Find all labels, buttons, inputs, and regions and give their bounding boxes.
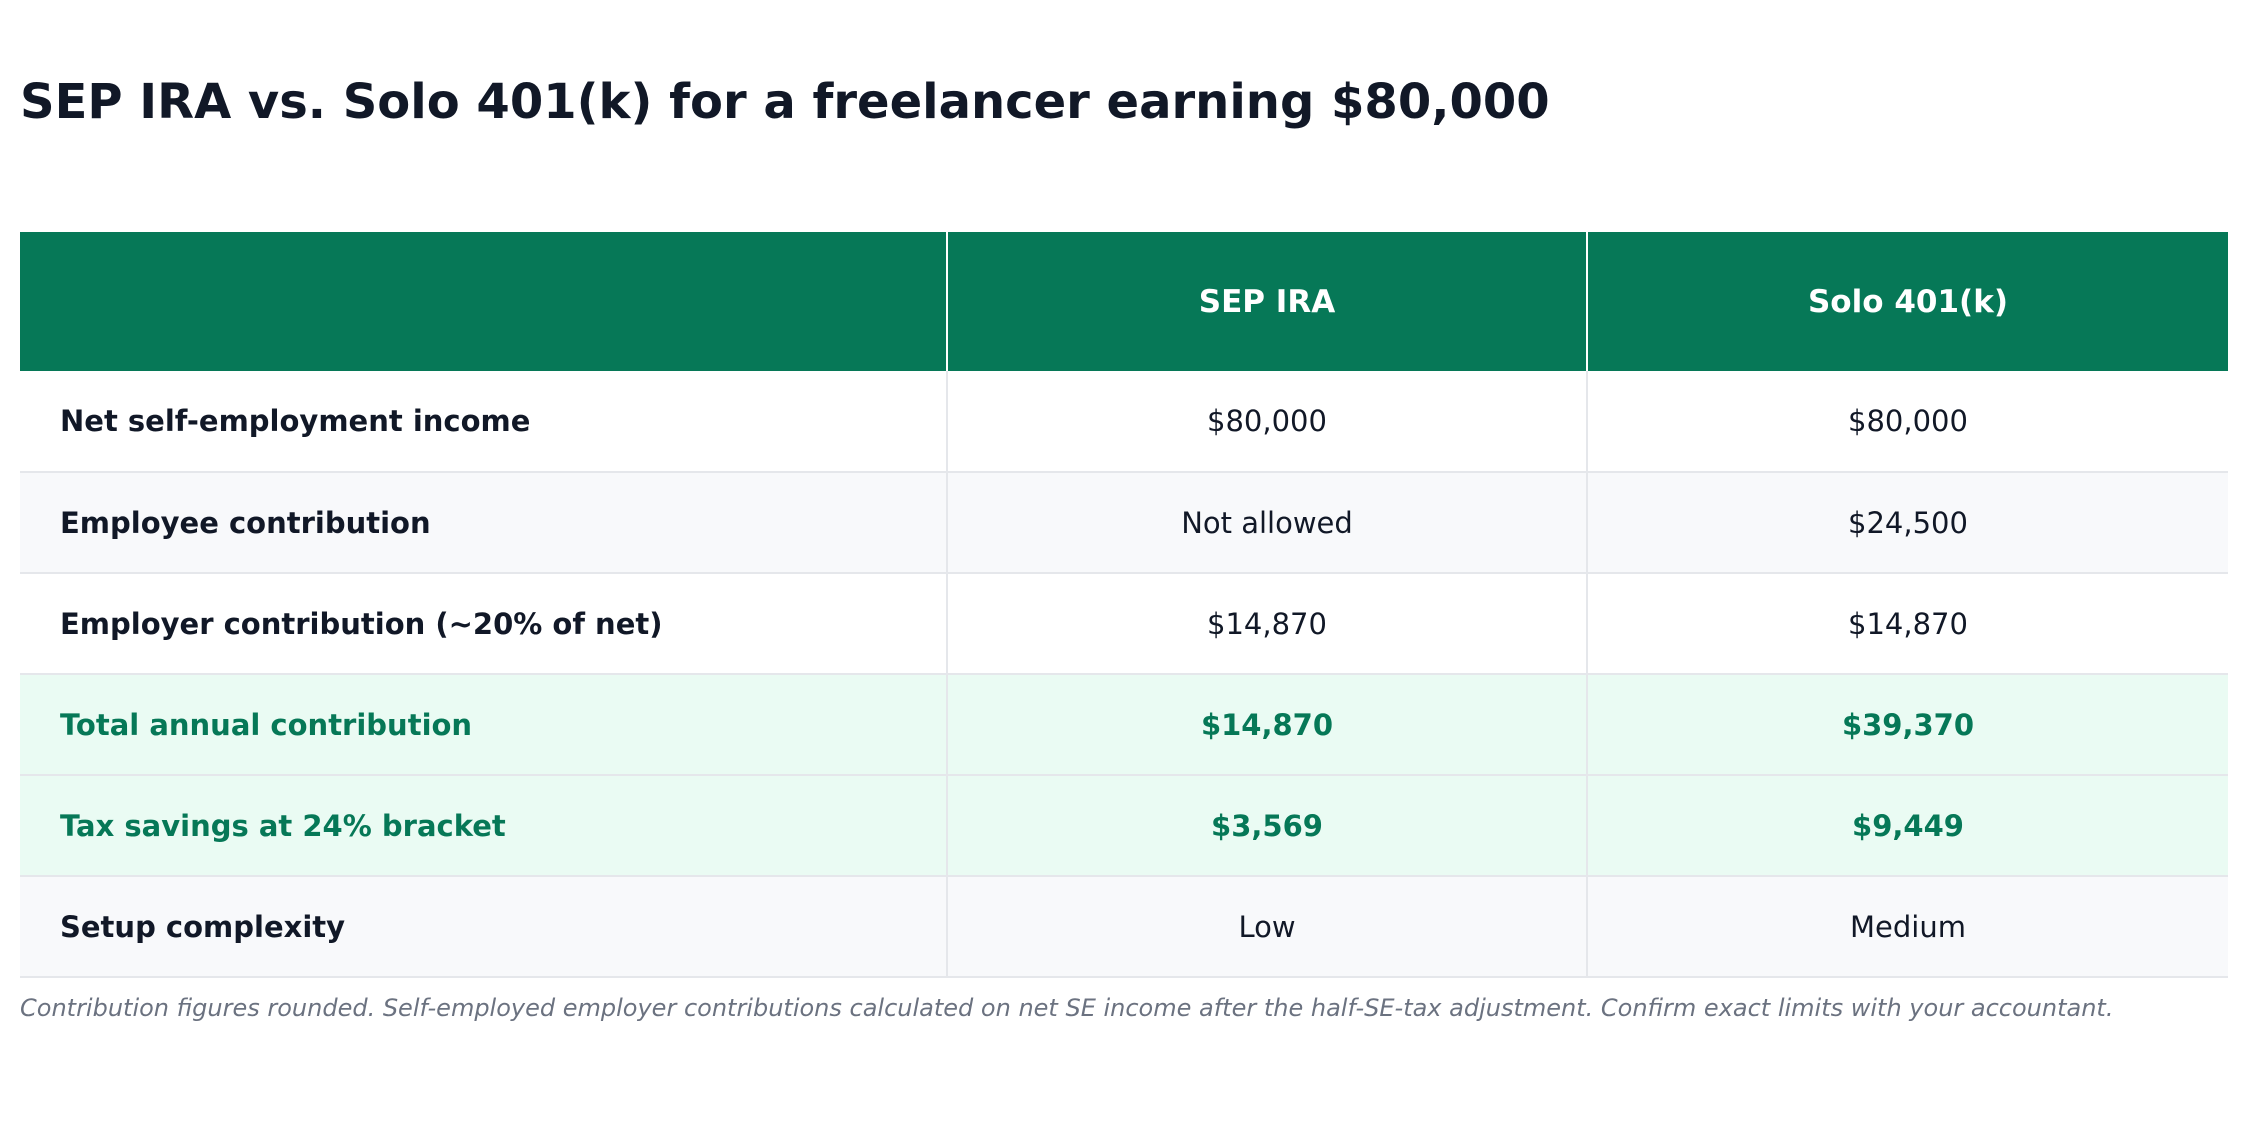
sep-ira-value: Low: [946, 876, 1587, 978]
solo-401k-value: $80,000: [1586, 371, 2228, 473]
row-label: Net self-employment income: [20, 371, 947, 473]
page-title: SEP IRA vs. Solo 401(k) for a freelancer…: [20, 74, 1550, 130]
table-row-highlight: Tax savings at 24% bracket $3,569 $9,449: [20, 775, 2228, 877]
solo-401k-value: $24,500: [1586, 472, 2228, 574]
header-cell-solo-401k: Solo 401(k): [1586, 232, 2228, 371]
sep-ira-value: Not allowed: [946, 472, 1587, 574]
sep-ira-value: $3,569: [946, 775, 1587, 877]
row-label: Employer contribution (~20% of net): [20, 573, 947, 675]
solo-401k-value: $39,370: [1586, 674, 2228, 776]
footnote: Contribution figures rounded. Self-emplo…: [20, 994, 2114, 1022]
solo-401k-value: Medium: [1586, 876, 2228, 978]
header-row: SEP IRA Solo 401(k): [20, 232, 2228, 371]
solo-401k-value: $9,449: [1586, 775, 2228, 877]
table-row-highlight: Total annual contribution $14,870 $39,37…: [20, 674, 2228, 776]
comparison-table: SEP IRA Solo 401(k) Net self-employment …: [20, 232, 2228, 978]
table-row: Net self-employment income $80,000 $80,0…: [20, 371, 2228, 473]
row-label: Tax savings at 24% bracket: [20, 775, 947, 877]
sep-ira-value: $80,000: [946, 371, 1587, 473]
table-row: Employee contribution Not allowed $24,50…: [20, 472, 2228, 574]
header-cell-label: [20, 232, 947, 371]
solo-401k-value: $14,870: [1586, 573, 2228, 675]
header-cell-sep-ira: SEP IRA: [946, 232, 1587, 371]
table-body: Net self-employment income $80,000 $80,0…: [20, 371, 2228, 978]
table-header: SEP IRA Solo 401(k): [20, 232, 2228, 371]
sep-ira-value: $14,870: [946, 573, 1587, 675]
row-label: Total annual contribution: [20, 674, 947, 776]
row-label: Employee contribution: [20, 472, 947, 574]
sep-ira-value: $14,870: [946, 674, 1587, 776]
table-row: Employer contribution (~20% of net) $14,…: [20, 573, 2228, 675]
row-label: Setup complexity: [20, 876, 947, 978]
table-row: Setup complexity Low Medium: [20, 876, 2228, 978]
